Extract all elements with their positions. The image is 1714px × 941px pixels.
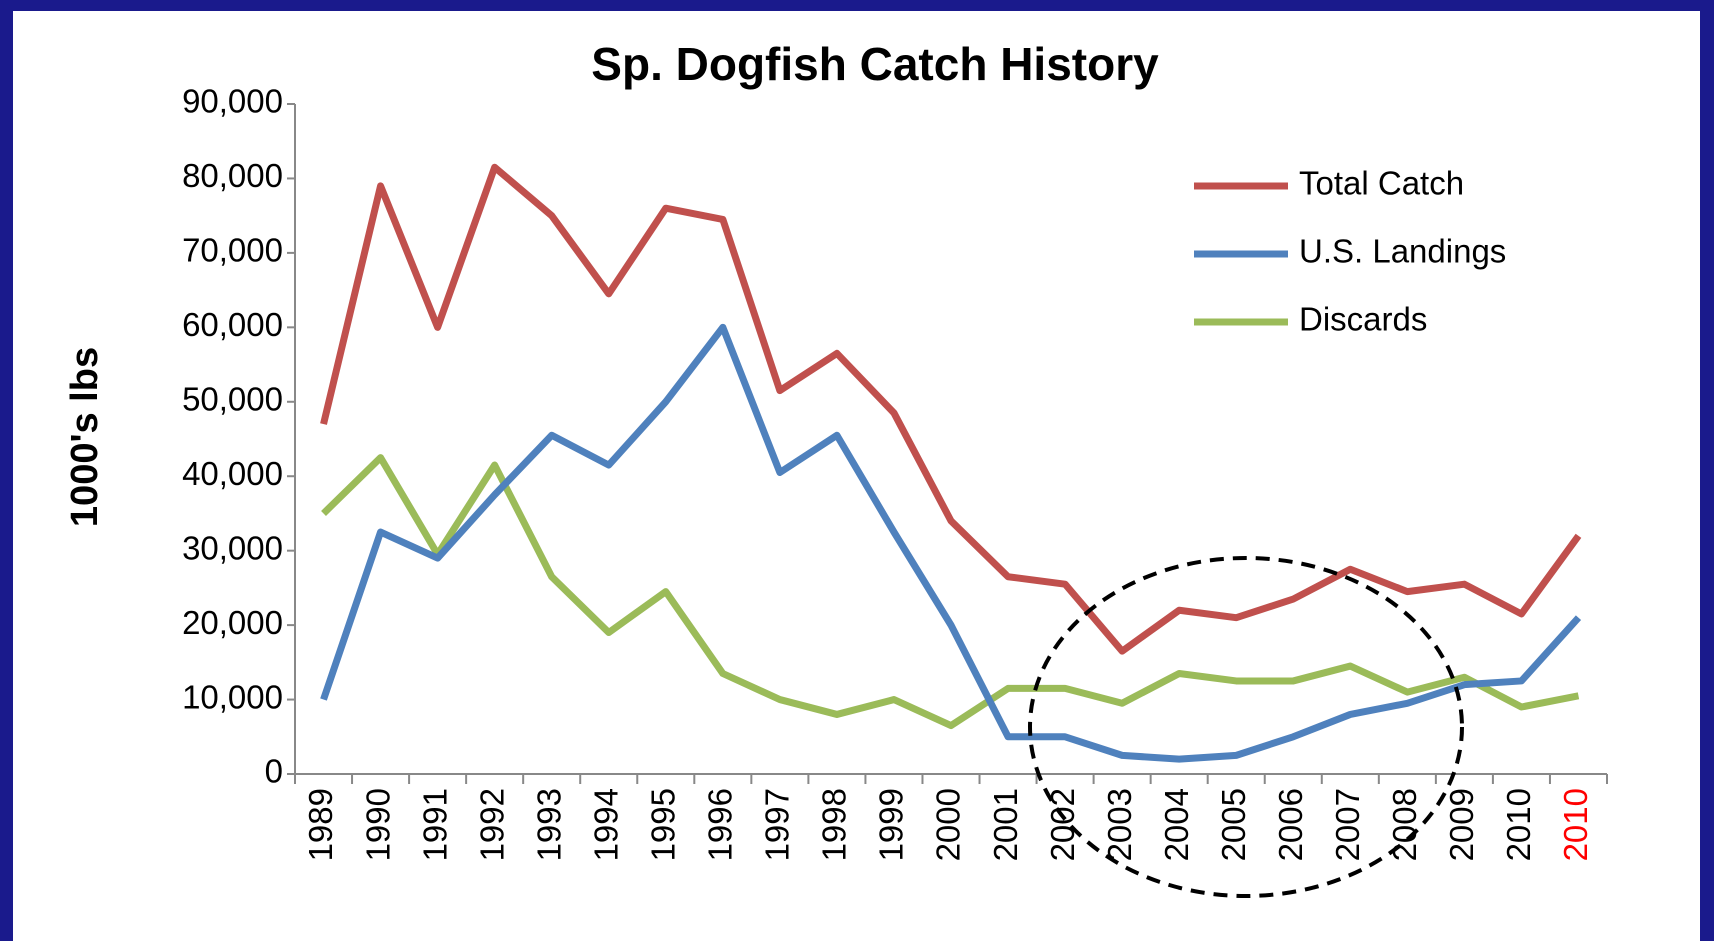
y-tick-label: 30,000 xyxy=(182,529,283,566)
x-tick-label: 1995 xyxy=(645,788,682,861)
x-tick-label: 2009 xyxy=(1443,788,1480,861)
legend-label: Total Catch xyxy=(1299,165,1464,202)
x-tick-label: 2010 xyxy=(1500,788,1537,861)
y-tick-label: 10,000 xyxy=(182,678,283,715)
y-tick-label: 70,000 xyxy=(182,232,283,269)
x-tick-label: 2000 xyxy=(930,788,967,861)
x-tick-label: 1998 xyxy=(816,788,853,861)
y-tick-label: 0 xyxy=(265,753,283,790)
x-tick-label: 1989 xyxy=(302,788,339,861)
x-tick-label: 1993 xyxy=(530,788,567,861)
x-tick-label: 2001 xyxy=(987,788,1024,861)
x-tick-label: 2005 xyxy=(1215,788,1252,861)
y-tick-label: 60,000 xyxy=(182,306,283,343)
series-line xyxy=(320,323,1582,763)
highlight-ellipse xyxy=(1028,556,1464,898)
legend-label: U.S. Landings xyxy=(1299,233,1506,270)
x-tick-label: 1991 xyxy=(416,788,453,861)
x-tick-label: 2003 xyxy=(1101,788,1138,861)
y-tick-label: 50,000 xyxy=(182,380,283,417)
x-tick-label: 1997 xyxy=(759,788,796,861)
x-tick-label: 1999 xyxy=(873,788,910,861)
y-axis-label: 1000's lbs xyxy=(64,347,106,527)
x-tick-label: 2007 xyxy=(1329,788,1366,861)
series-line xyxy=(321,454,1580,730)
x-tick-label: 2010 xyxy=(1557,788,1594,861)
series-line xyxy=(320,163,1582,655)
legend-label: Discards xyxy=(1299,301,1427,338)
x-tick-label: 1994 xyxy=(587,788,624,861)
x-tick-label: 1990 xyxy=(359,788,396,861)
x-tick-label: 2006 xyxy=(1272,788,1309,861)
y-tick-label: 80,000 xyxy=(182,157,283,194)
x-tick-label: 1992 xyxy=(473,788,510,861)
x-tick-label: 2004 xyxy=(1158,788,1195,861)
x-tick-label: 1996 xyxy=(702,788,739,861)
chart-title: Sp. Dogfish Catch History xyxy=(591,38,1159,90)
y-tick-label: 90,000 xyxy=(182,83,283,120)
y-tick-label: 20,000 xyxy=(182,604,283,641)
y-tick-label: 40,000 xyxy=(182,455,283,492)
